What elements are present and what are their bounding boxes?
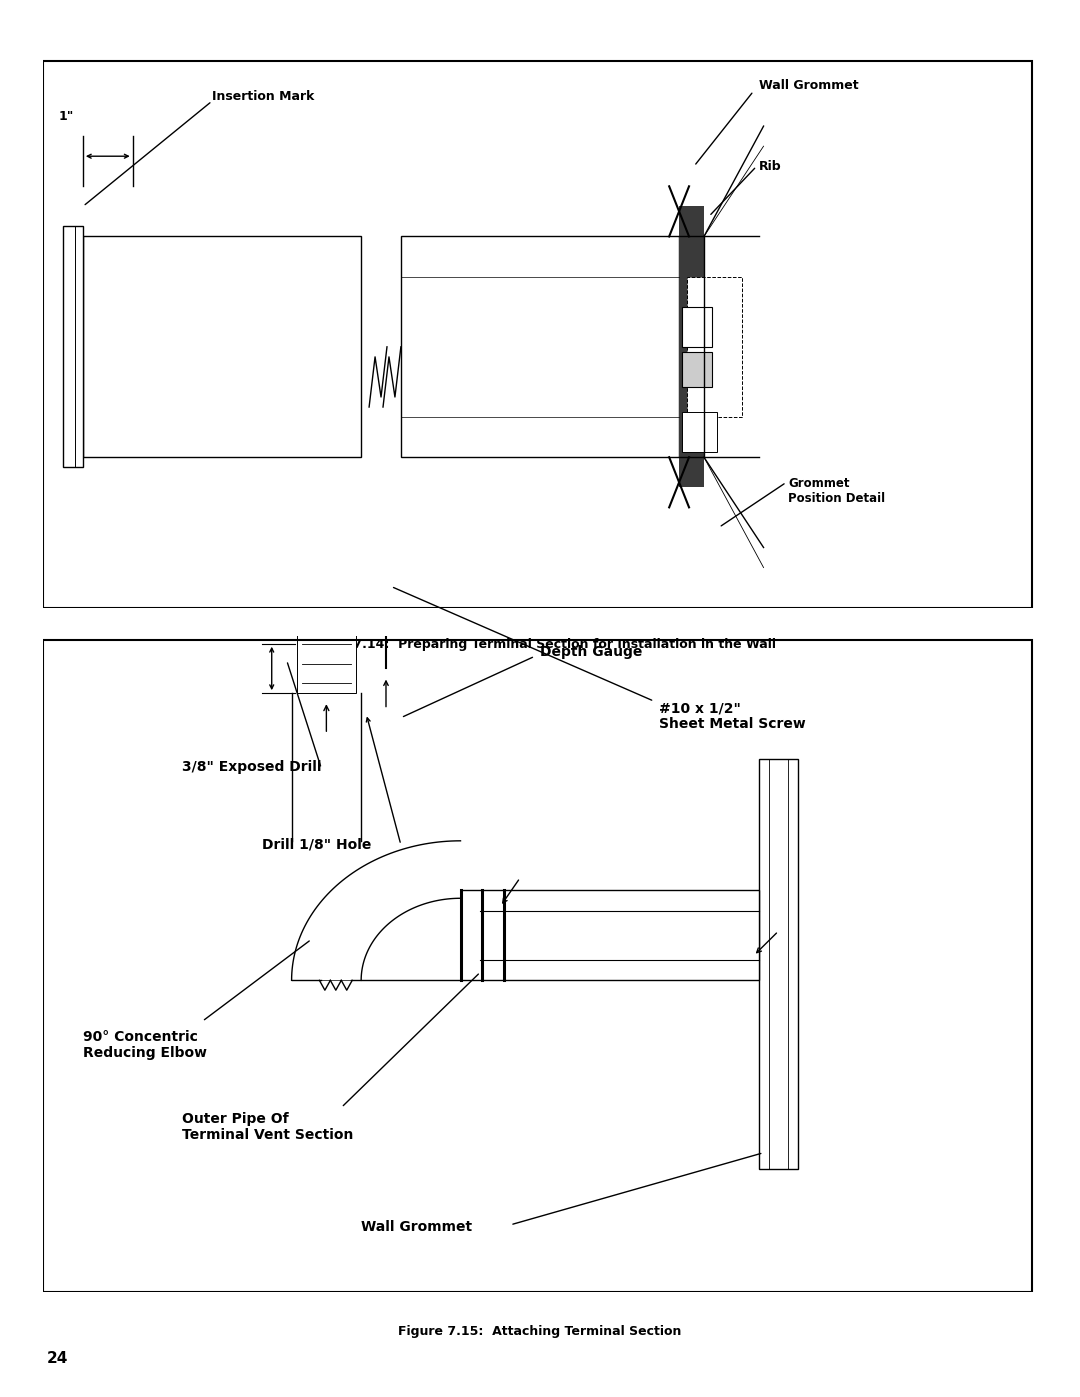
Text: 24: 24 — [46, 1351, 68, 1366]
Text: Wall Grommet: Wall Grommet — [361, 1220, 472, 1234]
Text: Rib: Rib — [758, 159, 781, 173]
Bar — [679, 207, 704, 488]
Text: Figure 7.14:  Preparing Terminal Section for Installation in the Wall: Figure 7.14: Preparing Terminal Section … — [303, 638, 777, 651]
Text: #10 x 1/2"
Sheet Metal Screw: #10 x 1/2" Sheet Metal Screw — [659, 701, 806, 732]
Bar — [63, 226, 83, 467]
Text: 3/8" Exposed Drill: 3/8" Exposed Drill — [183, 760, 322, 774]
Bar — [83, 236, 361, 457]
Bar — [758, 759, 798, 1169]
Bar — [683, 412, 717, 453]
Bar — [460, 890, 758, 981]
Text: Drill 1/8" Hole: Drill 1/8" Hole — [261, 838, 372, 852]
Bar — [401, 236, 679, 457]
Bar — [683, 352, 712, 387]
Text: Insertion Mark: Insertion Mark — [212, 89, 314, 102]
Bar — [297, 578, 356, 693]
Bar — [683, 307, 712, 346]
Text: 1": 1" — [58, 109, 73, 123]
Text: Wall Grommet: Wall Grommet — [758, 80, 859, 92]
Text: Outer Pipe Of
Terminal Vent Section: Outer Pipe Of Terminal Vent Section — [183, 1112, 353, 1141]
Text: Depth Gauge: Depth Gauge — [540, 645, 643, 659]
Text: 90° Concentric
Reducing Elbow: 90° Concentric Reducing Elbow — [83, 1030, 207, 1060]
Bar — [687, 277, 742, 418]
Text: Figure 7.15:  Attaching Terminal Section: Figure 7.15: Attaching Terminal Section — [399, 1324, 681, 1338]
Text: Grommet
Position Detail: Grommet Position Detail — [788, 478, 886, 506]
